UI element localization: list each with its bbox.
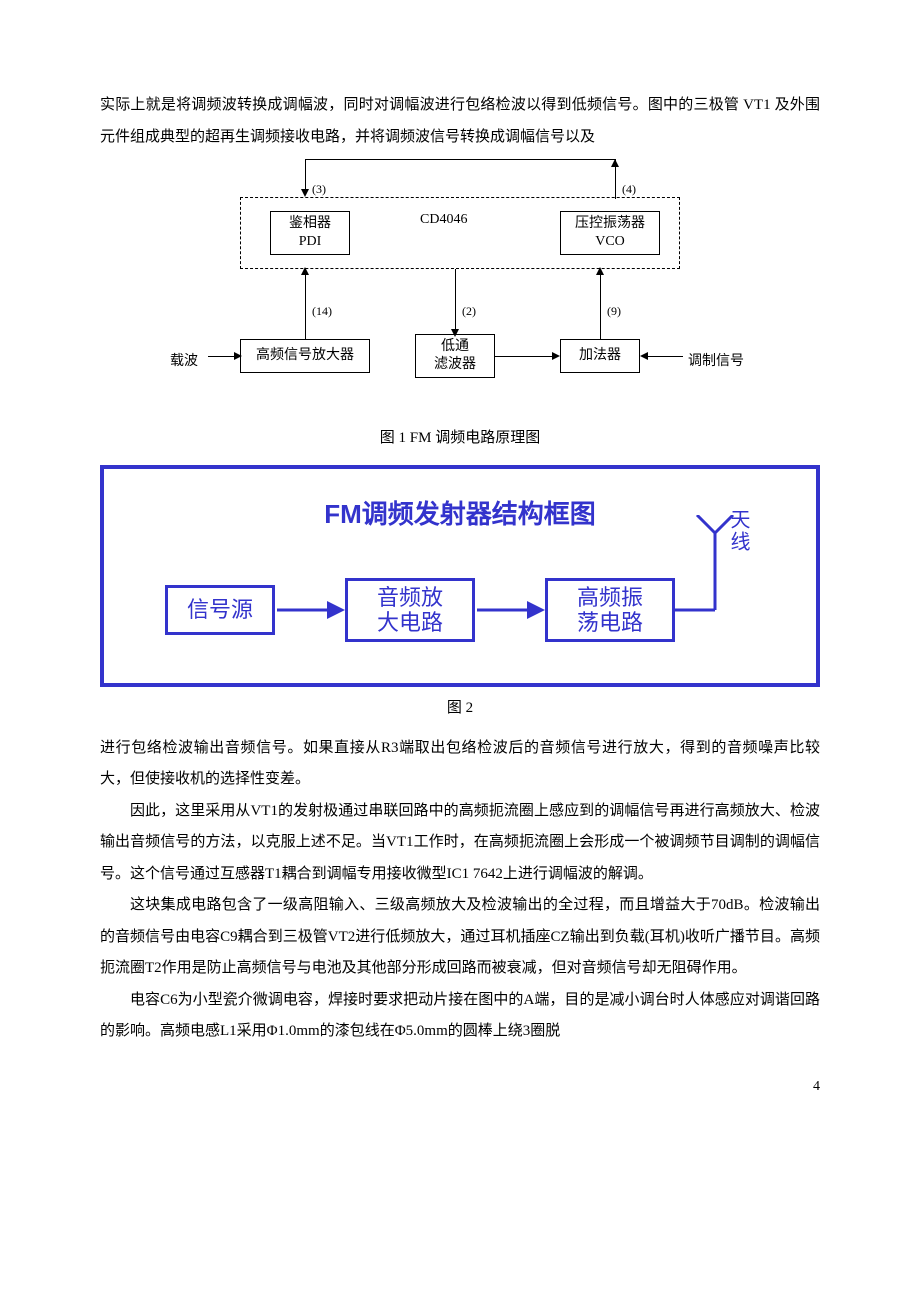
- page-number: 4: [100, 1072, 820, 1101]
- pin-label-3: (3): [312, 177, 326, 202]
- pin-label-2: (2): [462, 299, 476, 324]
- figure-1-diagram: CD4046 鉴相器 PDI 压控振荡器 VCO (3) (4) 高频信号放大器…: [140, 159, 780, 419]
- paragraph-1: 实际上就是将调频波转换成调幅波，同时对调幅波进行包络检波以得到低频信号。图中的三…: [100, 90, 820, 153]
- node-adder-label: 加法器: [579, 347, 621, 365]
- node-lpf-line1: 低通: [441, 338, 469, 356]
- node-hf-osc: 高频振 荡电路: [545, 578, 675, 642]
- paragraph-2: 进行包络检波输出音频信号。如果直接从R3端取出包络检波后的音频信号进行放大，得到…: [100, 733, 820, 796]
- node-vco-line2: VCO: [595, 233, 625, 251]
- pin-label-4: (4): [622, 177, 636, 202]
- figure-2-caption: 图 2: [100, 693, 820, 725]
- chip-label: CD4046: [420, 205, 467, 234]
- antenna-label: 天线: [717, 509, 759, 553]
- node-signal-source-label: 信号源: [187, 597, 253, 622]
- label-modsig: 调制信号: [688, 347, 744, 376]
- paragraph-3: 因此，这里采用从VT1的发射极通过串联回路中的高频扼流圈上感应到的调幅信号再进行…: [100, 796, 820, 891]
- node-lpf-line2: 滤波器: [434, 356, 476, 374]
- node-amp: 高频信号放大器: [240, 339, 370, 373]
- node-audio-amp: 音频放 大电路: [345, 578, 475, 642]
- pin-label-9: (9): [607, 299, 621, 324]
- label-carrier: 载波: [170, 347, 198, 376]
- node-vco-line1: 压控振荡器: [575, 215, 645, 233]
- node-adder: 加法器: [560, 339, 640, 373]
- node-signal-source: 信号源: [165, 585, 275, 635]
- figure-1-caption: 图 1 FM 调频电路原理图: [100, 423, 820, 455]
- node-amp-label: 高频信号放大器: [256, 347, 354, 365]
- node-pdi: 鉴相器 PDI: [270, 211, 350, 255]
- arrow-icon: [275, 595, 345, 625]
- pin-label-14: (14): [312, 299, 332, 324]
- figure-2-diagram: FM调频发射器结构框图 信号源 音频放 大电路 高频振 荡电路 天线: [100, 465, 820, 688]
- paragraph-5: 电容C6为小型瓷介微调电容，焊接时要求把动片接在图中的A端，目的是减小调台时人体…: [100, 985, 820, 1048]
- node-hf-osc-label: 高频振 荡电路: [577, 585, 643, 636]
- node-pdi-line2: PDI: [299, 233, 322, 251]
- paragraph-4: 这块集成电路包含了一级高阻输入、三级高频放大及检波输出的全过程，而且增益大于70…: [100, 890, 820, 985]
- node-pdi-line1: 鉴相器: [289, 215, 331, 233]
- antenna-icon: 天线: [675, 515, 755, 655]
- arrow-icon: [475, 595, 545, 625]
- node-lpf: 低通 滤波器: [415, 334, 495, 378]
- node-vco: 压控振荡器 VCO: [560, 211, 660, 255]
- node-audio-amp-label: 音频放 大电路: [377, 585, 443, 636]
